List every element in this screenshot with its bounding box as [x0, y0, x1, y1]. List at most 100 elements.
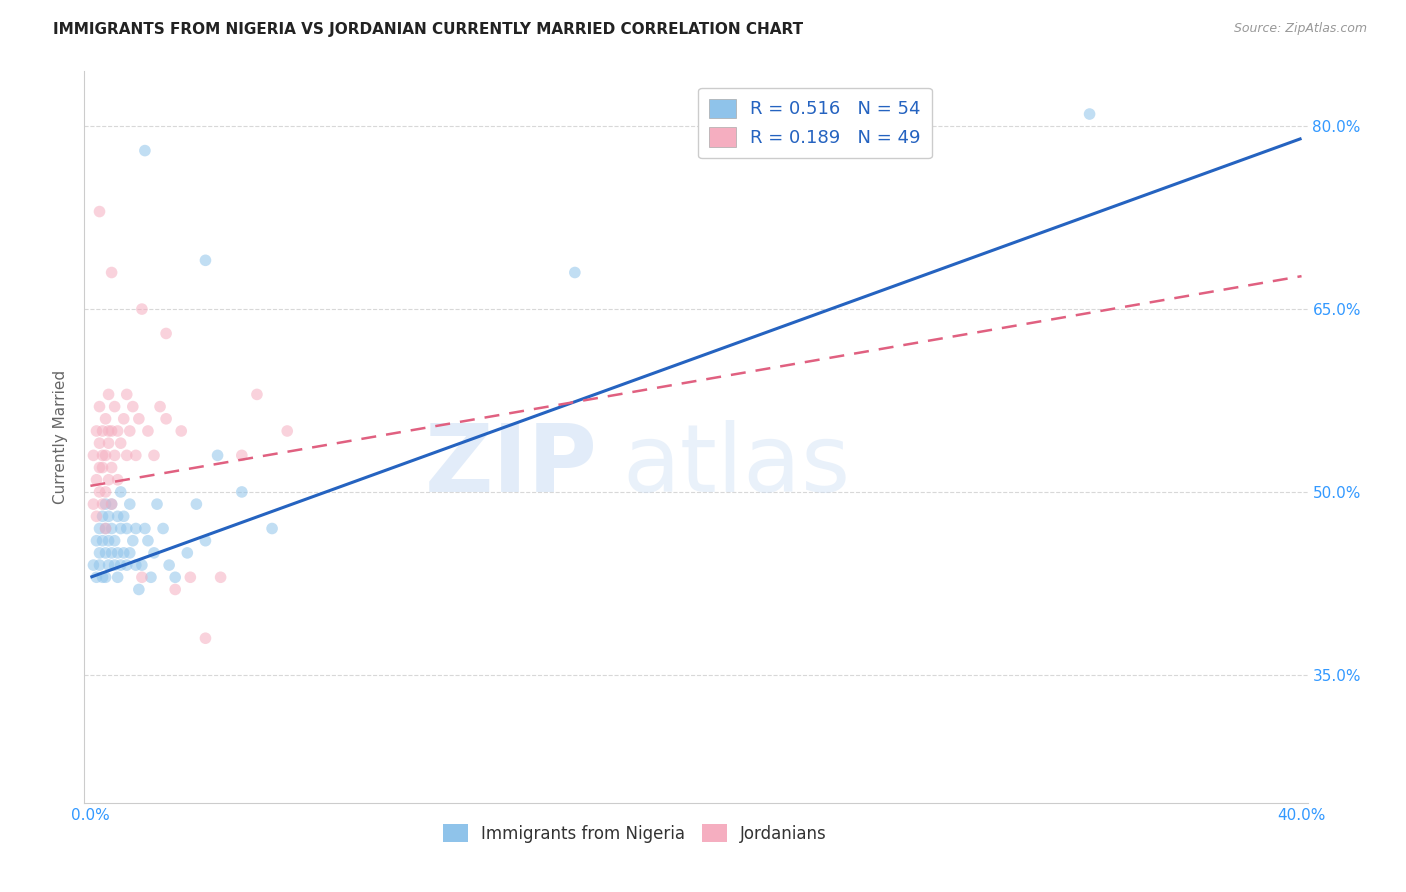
Point: [209, 570, 232, 584]
Point: [86, 424, 108, 438]
Point: [112, 509, 135, 524]
Point: [118, 546, 141, 560]
Point: [110, 558, 132, 573]
Point: [100, 424, 122, 438]
Point: [143, 448, 166, 462]
Point: [121, 400, 143, 414]
Point: [89, 546, 111, 560]
Point: [89, 521, 111, 535]
Point: [86, 509, 108, 524]
Point: [112, 546, 135, 560]
Point: [564, 265, 586, 279]
Point: [104, 558, 127, 573]
Point: [97, 533, 120, 548]
Point: [97, 558, 120, 573]
Point: [97, 473, 120, 487]
Point: [246, 387, 269, 401]
Point: [89, 204, 111, 219]
Point: [100, 497, 122, 511]
Y-axis label: Currently Married: Currently Married: [53, 370, 69, 504]
Point: [107, 424, 129, 438]
Point: [100, 497, 122, 511]
Point: [136, 533, 159, 548]
Point: [94, 484, 117, 499]
Point: [94, 448, 117, 462]
Point: [165, 570, 187, 584]
Point: [125, 521, 148, 535]
Point: [89, 436, 111, 450]
Point: [91, 509, 114, 524]
Point: [89, 484, 111, 499]
Point: [125, 448, 148, 462]
Point: [104, 448, 127, 462]
Point: [131, 558, 153, 573]
Point: [134, 144, 156, 158]
Point: [155, 326, 177, 341]
Point: [134, 521, 156, 535]
Point: [89, 558, 111, 573]
Text: Source: ZipAtlas.com: Source: ZipAtlas.com: [1233, 22, 1367, 36]
Text: IMMIGRANTS FROM NIGERIA VS JORDANIAN CURRENTLY MARRIED CORRELATION CHART: IMMIGRANTS FROM NIGERIA VS JORDANIAN CUR…: [53, 22, 804, 37]
Point: [115, 558, 138, 573]
Point: [94, 521, 117, 535]
Point: [97, 509, 120, 524]
Point: [82, 558, 104, 573]
Point: [207, 448, 229, 462]
Point: [118, 424, 141, 438]
Point: [91, 533, 114, 548]
Point: [89, 400, 111, 414]
Point: [107, 509, 129, 524]
Point: [121, 533, 143, 548]
Legend: Immigrants from Nigeria, Jordanians: Immigrants from Nigeria, Jordanians: [436, 818, 834, 849]
Point: [94, 411, 117, 425]
Point: [86, 473, 108, 487]
Point: [231, 448, 253, 462]
Point: [91, 424, 114, 438]
Point: [115, 521, 138, 535]
Point: [231, 484, 253, 499]
Point: [131, 301, 153, 317]
Point: [91, 448, 114, 462]
Point: [118, 497, 141, 511]
Point: [131, 570, 153, 584]
Point: [194, 253, 217, 268]
Text: atlas: atlas: [623, 420, 851, 512]
Point: [143, 546, 166, 560]
Point: [276, 424, 298, 438]
Point: [157, 558, 180, 573]
Point: [146, 497, 169, 511]
Point: [110, 521, 132, 535]
Point: [165, 582, 187, 597]
Point: [170, 424, 193, 438]
Point: [100, 546, 122, 560]
Point: [100, 521, 122, 535]
Point: [104, 533, 127, 548]
Point: [128, 582, 150, 597]
Point: [107, 546, 129, 560]
Point: [107, 473, 129, 487]
Point: [194, 631, 217, 645]
Point: [89, 460, 111, 475]
Point: [179, 570, 201, 584]
Point: [97, 424, 120, 438]
Point: [262, 521, 284, 535]
Point: [86, 533, 108, 548]
Point: [107, 570, 129, 584]
Point: [186, 497, 208, 511]
Point: [155, 411, 177, 425]
Point: [82, 497, 104, 511]
Point: [176, 546, 198, 560]
Point: [149, 400, 172, 414]
Point: [112, 411, 135, 425]
Point: [94, 546, 117, 560]
Point: [86, 570, 108, 584]
Point: [100, 460, 122, 475]
Point: [125, 558, 148, 573]
Text: ZIP: ZIP: [425, 420, 598, 512]
Point: [94, 521, 117, 535]
Point: [110, 436, 132, 450]
Point: [100, 265, 122, 279]
Point: [97, 387, 120, 401]
Point: [139, 570, 162, 584]
Point: [115, 387, 138, 401]
